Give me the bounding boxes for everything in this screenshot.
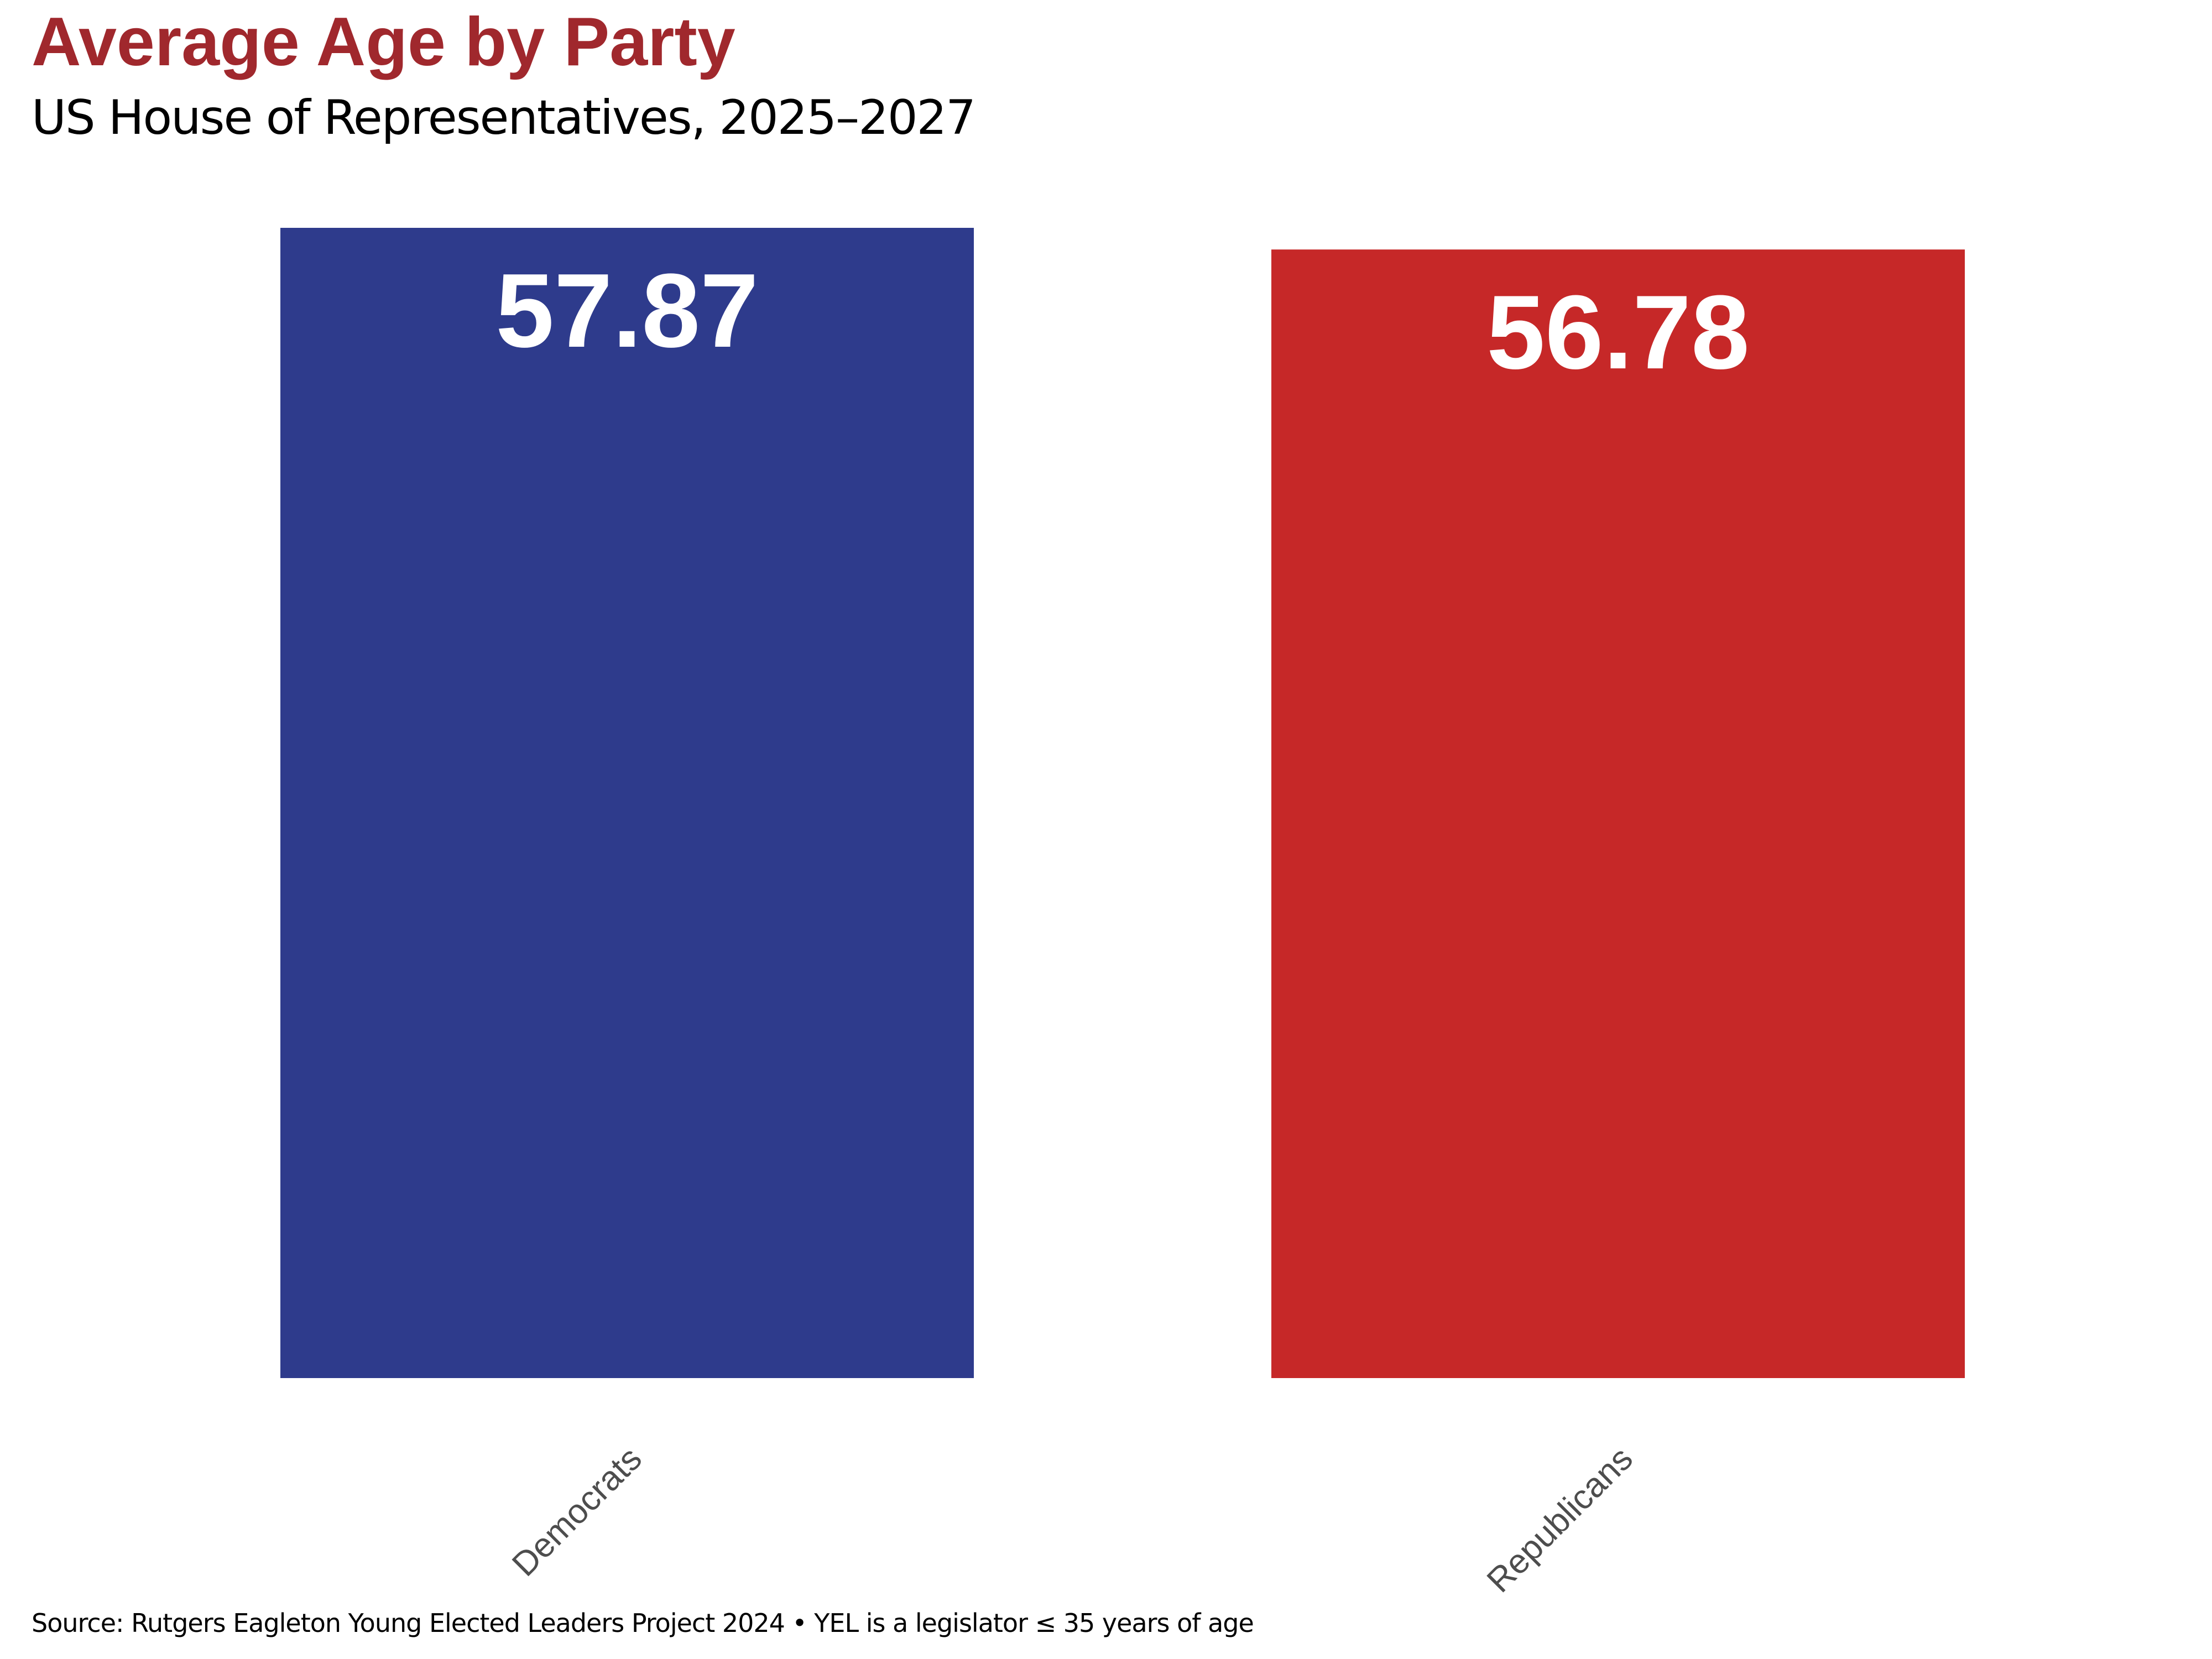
x-tick-labels-group: Democrats Republicans: [505, 1439, 1640, 1600]
bar-democrats: [280, 228, 974, 1378]
chart-title: Average Age by Party: [32, 4, 735, 80]
bar-labels-group: 57.87 56.78: [495, 252, 1749, 391]
chart-subtitle: US House of Representatives, 2025–2027: [32, 90, 976, 145]
x-tick-label-democrats: Democrats: [505, 1439, 649, 1584]
x-tick-label-republicans: Republicans: [1480, 1439, 1640, 1600]
bars-group: [280, 228, 1965, 1378]
data-label-republicans: 56.78: [1486, 274, 1749, 391]
data-label-democrats: 57.87: [495, 252, 758, 369]
chart-caption: Source: Rutgers Eagleton Young Elected L…: [32, 1608, 1254, 1638]
bar-republicans: [1271, 249, 1965, 1378]
